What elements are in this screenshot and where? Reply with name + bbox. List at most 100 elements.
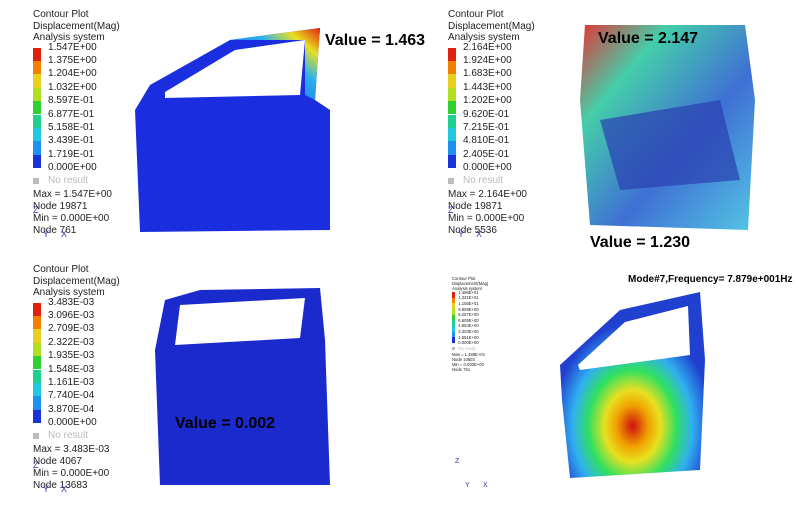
legend-label: 0.000E+00 (463, 162, 512, 174)
triad-label: Z (448, 205, 454, 216)
triad-label: Y (43, 229, 50, 240)
legend-swatch (33, 342, 41, 357)
triad-label: X (61, 484, 68, 495)
legend-label: 1.156E+01 (458, 300, 479, 306)
no-result-swatch (452, 347, 455, 350)
legend-swatch (452, 320, 456, 326)
stat: Node 761 (33, 225, 77, 237)
legend-swatch (33, 101, 41, 115)
legend-label: 1.375E+00 (48, 54, 97, 66)
triad-label: Z (33, 205, 39, 216)
stat: Node 19871 (448, 201, 503, 213)
no-result-swatch (33, 433, 39, 440)
stat: Max = 2.164E+00 (448, 189, 527, 201)
legend-swatch (33, 356, 41, 370)
title-line: Displacement(Mag) (448, 20, 535, 32)
legend-swatch (448, 101, 456, 115)
legend-swatch (448, 47, 456, 61)
legend-swatch (33, 74, 41, 88)
legend-swatch (452, 297, 456, 304)
legend-label: 1.719E-01 (48, 148, 95, 160)
title-line: Displacement(Mag) (33, 20, 120, 32)
value-annotation: Value = 1.230 (590, 234, 691, 251)
legend-swatch (33, 382, 41, 397)
legend-swatch (448, 141, 456, 155)
legend-label: 1.548E-03 (48, 363, 95, 375)
legend-label: 7.740E-04 (48, 390, 95, 402)
legend-swatch (33, 47, 41, 61)
legend-label: 1.651E+00 (458, 334, 479, 340)
title-line: Analysis system (33, 287, 105, 298)
title-line: Analysis system (33, 32, 105, 43)
triad-label: Y (465, 482, 470, 489)
legend-swatch (452, 325, 456, 332)
triad-label: Z (33, 460, 39, 471)
triad-label: X (61, 229, 68, 240)
no-result-swatch (33, 178, 39, 185)
legend-label: 0.000E+00 (458, 340, 479, 346)
legend-label: 8.257E+00 (458, 312, 479, 318)
title-line: Contour Plot (33, 9, 89, 20)
legend-label: 9.620E-01 (463, 108, 510, 120)
no-result: No result (48, 175, 89, 187)
legend-label: 3.303E+00 (458, 329, 479, 335)
title-line: Analysis system (452, 285, 483, 291)
legend-label: 2.709E-03 (48, 323, 95, 335)
legend-swatch (33, 114, 41, 128)
stat: Max = 1.547E+00 (33, 189, 112, 201)
no-result-swatch (448, 178, 454, 185)
title-line: Displacement(Mag) (33, 275, 120, 287)
legend-label: 3.483E-03 (48, 296, 95, 308)
legend-label: 4.810E-01 (463, 135, 510, 147)
legend-label: 1.032E+00 (48, 81, 97, 93)
mode-header: Mode#7,Frequency= 7.879e+001Hz (628, 274, 793, 285)
legend-swatch (33, 127, 41, 142)
legend-swatch (452, 331, 456, 338)
legend-label: 2.322E-03 (48, 336, 95, 348)
legend-swatch (33, 154, 41, 169)
triad-label: Y (458, 229, 465, 240)
legend-swatch (452, 303, 456, 310)
legend-label: 1.924E+00 (463, 54, 512, 66)
legend-swatch (452, 337, 456, 343)
stat: Node 13683 (33, 480, 88, 492)
legend-label: 1.202E+00 (463, 95, 512, 107)
legend-swatch (33, 396, 41, 410)
stat: Node 10603 (452, 356, 475, 362)
legend-swatch (452, 292, 456, 298)
triad-label: Z (455, 458, 460, 465)
no-result: No result (463, 175, 504, 187)
legend-swatch (452, 314, 456, 321)
legend-label: 3.870E-04 (48, 403, 95, 415)
legend-swatch (448, 87, 456, 102)
legend-swatch (452, 309, 456, 315)
legend-label: 3.096E-03 (48, 309, 95, 321)
legend-label: 0.000E+00 (48, 162, 97, 174)
door-4 (560, 292, 705, 478)
no-result: No result (458, 345, 476, 351)
legend-swatch (33, 409, 41, 424)
legend-swatch (448, 154, 456, 169)
legend-swatch (33, 87, 41, 102)
value-annotation: Value = 2.147 (598, 30, 699, 47)
legend-swatch (448, 74, 456, 88)
legend-swatch (448, 60, 456, 75)
value-annotation: Value = 1.463 (325, 32, 426, 49)
legend-label: 1.204E+00 (48, 68, 97, 80)
legend-label: 0.000E+00 (48, 417, 97, 429)
legend-swatch (448, 114, 456, 128)
legend-label: 1.443E+00 (463, 81, 512, 93)
legend-swatch (33, 141, 41, 155)
legend-label: 1.321E+01 (458, 295, 479, 301)
legend-swatch (448, 127, 456, 142)
triad-label: X (476, 229, 483, 240)
title-line: Contour Plot (448, 9, 504, 20)
legend-label: 1.486E+01 (458, 289, 479, 295)
legend-swatch (33, 329, 41, 343)
legend-label: 6.605E+00 (458, 317, 479, 323)
legend-swatch (33, 60, 41, 75)
stat: Max = 1.486E+01 (452, 351, 486, 357)
legend-label: 4.954E+00 (458, 323, 479, 329)
